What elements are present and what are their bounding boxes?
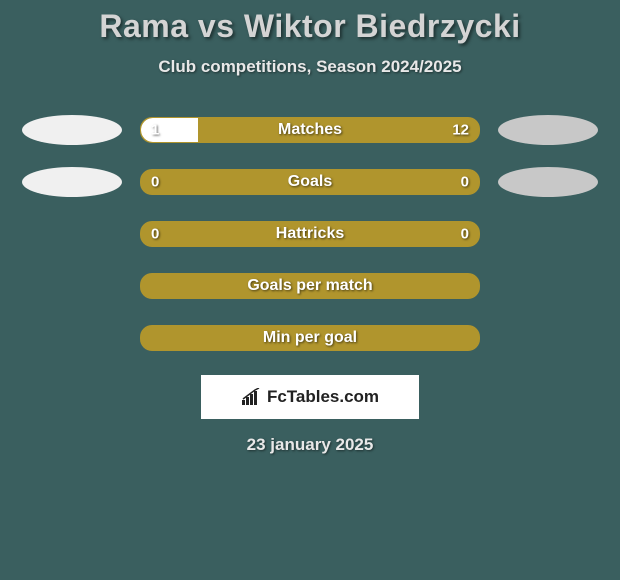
stat-row: Goals per match xyxy=(0,271,620,301)
stat-row: Min per goal xyxy=(0,323,620,353)
stat-row: 1 Matches 12 xyxy=(0,115,620,145)
stat-value-left: 0 xyxy=(151,226,159,243)
brand-chart-icon xyxy=(241,388,263,406)
stat-row: 0 Goals 0 xyxy=(0,167,620,197)
player-right-badge xyxy=(498,115,598,145)
bar-fill-left xyxy=(141,118,198,142)
stat-label: Goals xyxy=(288,173,332,191)
player-right-badge xyxy=(498,167,598,197)
stat-label: Goals per match xyxy=(247,277,372,295)
comparison-panel: Rama vs Wiktor Biedrzycki Club competiti… xyxy=(0,0,620,455)
brand-box[interactable]: FcTables.com xyxy=(201,375,419,419)
page-title: Rama vs Wiktor Biedrzycki xyxy=(0,8,620,45)
stats-list: 1 Matches 12 0 Goals 0 0 Hattricks 0 Goals per ma… xyxy=(0,115,620,353)
stat-row: 0 Hattricks 0 xyxy=(0,219,620,249)
stat-label: Matches xyxy=(278,121,342,139)
stat-value-right: 12 xyxy=(452,122,469,139)
subtitle: Club competitions, Season 2024/2025 xyxy=(0,57,620,77)
stat-value-right: 0 xyxy=(461,226,469,243)
player-left-badge xyxy=(22,115,122,145)
stat-bar: 0 Hattricks 0 xyxy=(140,221,480,247)
stat-bar: Min per goal xyxy=(140,325,480,351)
date-label: 23 january 2025 xyxy=(0,435,620,455)
player-left-badge xyxy=(22,167,122,197)
brand-text: FcTables.com xyxy=(267,387,379,407)
stat-bar: 0 Goals 0 xyxy=(140,169,480,195)
stat-value-left: 1 xyxy=(151,122,159,139)
stat-label: Min per goal xyxy=(263,329,357,347)
stat-label: Hattricks xyxy=(276,225,344,243)
stat-bar: 1 Matches 12 xyxy=(140,117,480,143)
stat-value-left: 0 xyxy=(151,174,159,191)
stat-value-right: 0 xyxy=(461,174,469,191)
stat-bar: Goals per match xyxy=(140,273,480,299)
